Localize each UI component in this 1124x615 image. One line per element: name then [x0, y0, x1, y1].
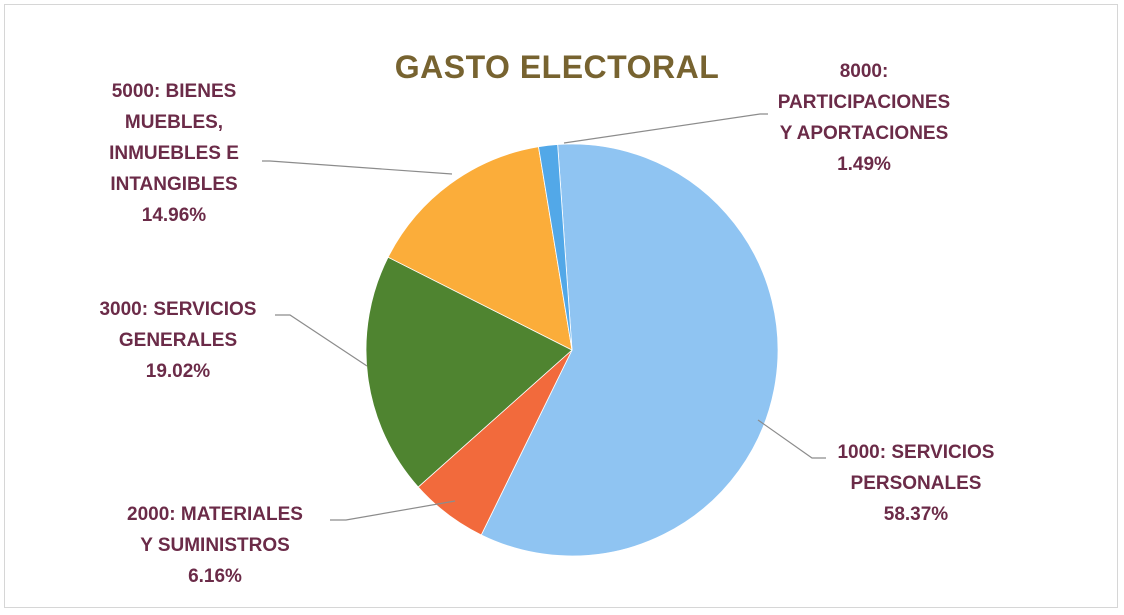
slice-label-line: 3000: SERVICIOS [99, 299, 256, 320]
slice-percent: 6.16% [188, 566, 242, 587]
leader-line [275, 314, 368, 367]
slice-label-line: 2000: MATERIALES [127, 504, 303, 525]
slice-data-label: 5000: BIENES MUEBLES, INMUEBLES E INTANGIBL… [109, 81, 239, 226]
slice-label-line: PERSONALES [851, 473, 982, 494]
slice-data-label: 3000: SERVICIOS GENERALES 19.02% [99, 299, 256, 382]
pie-slice [387, 146, 573, 351]
slice-label-line: 8000: [840, 61, 889, 82]
slice-data-label: 8000: PARTICIPACIONES Y APORTACIONES 1.49% [778, 61, 950, 175]
slice-label-line: 1000: SERVICIOS [837, 442, 994, 463]
leader-line [563, 113, 768, 144]
pie-slice [365, 256, 573, 488]
slice-data-label: 2000: MATERIALES Y SUMINISTROS 6.16% [127, 504, 303, 587]
pie-slice [538, 144, 573, 351]
leader-line [262, 160, 453, 175]
slice-label-line: INTANGIBLES [110, 174, 237, 195]
slice-label-line: Y APORTACIONES [780, 123, 949, 144]
leader-line [330, 500, 456, 521]
chart-title: GASTO ELECTORAL [394, 49, 720, 85]
data-labels: 1000: SERVICIOS PERSONALES 58.37% 2000: MAT… [99, 61, 994, 587]
slice-label-line: Y SUMINISTROS [140, 535, 290, 556]
pie-slices [365, 143, 779, 557]
slice-label-line: PARTICIPACIONES [778, 92, 950, 113]
slice-percent: 14.96% [142, 205, 207, 226]
slice-label-line: MUEBLES, [125, 112, 223, 133]
slice-label-line: GENERALES [119, 330, 237, 351]
slice-label-line: 5000: BIENES [112, 81, 237, 102]
leader-lines [262, 113, 826, 521]
slice-label-line: INMUEBLES E [109, 143, 239, 164]
pie-slice [480, 143, 779, 557]
slice-percent: 19.02% [146, 361, 211, 382]
slice-percent: 1.49% [837, 154, 891, 175]
slice-percent: 58.37% [884, 504, 949, 525]
leader-line [757, 419, 826, 459]
slice-data-label: 1000: SERVICIOS PERSONALES 58.37% [837, 442, 994, 525]
